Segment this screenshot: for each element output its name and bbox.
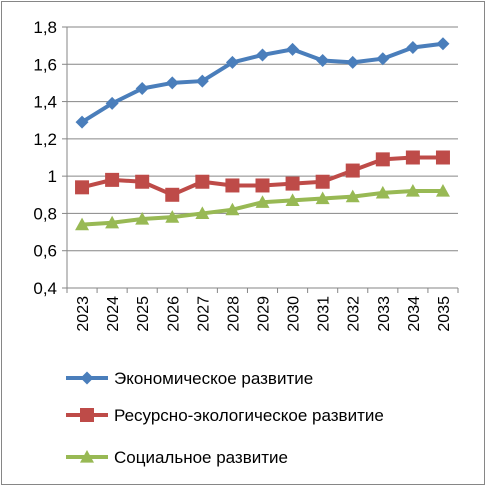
data-point: [405, 184, 420, 197]
x-tick-label: 2032: [346, 296, 363, 332]
series-3: [75, 184, 450, 231]
data-point: [165, 76, 179, 90]
data-point: [105, 215, 120, 229]
legend-marker: [80, 371, 94, 385]
y-tick-label: 0,4: [33, 279, 57, 298]
x-tick-label: 2024: [105, 296, 122, 332]
grid-lines: [62, 26, 458, 289]
y-tick-label: 0,8: [33, 204, 57, 223]
data-point: [406, 41, 420, 55]
series-2: [75, 150, 450, 202]
x-tick-label: 2031: [316, 296, 333, 332]
axes: [66, 27, 458, 289]
data-point: [375, 152, 390, 167]
x-tick-label: 2028: [225, 296, 242, 332]
data-point: [225, 202, 240, 216]
data-point: [195, 74, 209, 88]
data-point: [75, 217, 90, 231]
y-tick-label: 0,6: [33, 242, 57, 261]
data-point: [255, 178, 270, 193]
data-point: [225, 55, 239, 69]
series-1: [75, 37, 450, 129]
data-point: [225, 178, 240, 193]
data-point: [346, 55, 360, 69]
y-tick-label: 1,6: [33, 55, 57, 74]
y-tick-label: 1: [48, 167, 57, 186]
x-tick-labels: 2023 2024 2025 2026 2027 2028 2029 2030 2031 2032…: [66, 288, 459, 332]
data-point: [255, 195, 270, 208]
y-tick-labels: 0,4 0,6 0,8 1 1,2 1,4 1,6 1,8: [33, 18, 57, 298]
data-point: [315, 174, 330, 189]
x-tick-label: 2025: [135, 296, 152, 332]
data-point: [285, 193, 300, 206]
y-tick-label: 1,2: [33, 130, 57, 149]
data-point: [256, 48, 269, 62]
y-tick-label: 1,4: [33, 93, 57, 112]
legend: Экономическое развитие Ресурсно-экологиче…: [66, 369, 384, 467]
data-point: [135, 212, 150, 225]
legend-item-3: Социальное развитие: [66, 448, 288, 467]
y-tick-label: 1,8: [33, 18, 57, 37]
x-tick-label: 2027: [195, 296, 212, 332]
data-point: [435, 150, 450, 165]
legend-item-2: Ресурсно-экологическое развитие: [66, 406, 384, 425]
legend-item-1: Экономическое развитие: [66, 369, 313, 388]
legend-label: Экономическое развитие: [114, 369, 313, 388]
data-point: [105, 172, 120, 187]
data-point: [435, 184, 450, 197]
data-point: [316, 54, 330, 68]
data-point: [315, 191, 330, 205]
data-point: [135, 82, 149, 96]
data-point: [436, 37, 450, 51]
data-point: [105, 96, 119, 110]
data-point: [286, 42, 300, 56]
x-tick-label: 2030: [286, 296, 303, 332]
legend-label: Социальное развитие: [114, 448, 288, 467]
data-point: [165, 210, 180, 223]
data-point: [285, 176, 300, 191]
x-tick-label: 2023: [75, 296, 92, 332]
data-point: [405, 150, 420, 165]
legend-marker: [80, 450, 94, 463]
x-tick-label: 2026: [165, 296, 182, 332]
x-tick-label: 2034: [406, 296, 423, 332]
x-tick-label: 2029: [256, 296, 273, 332]
data-point: [75, 115, 89, 129]
data-point: [345, 189, 360, 203]
data-point: [75, 180, 90, 195]
data-point: [375, 185, 390, 199]
data-point: [376, 52, 390, 66]
data-point: [345, 163, 360, 178]
legend-label: Ресурсно-экологическое развитие: [114, 406, 384, 425]
data-point: [195, 206, 210, 220]
data-point: [195, 174, 210, 189]
series-lines: [75, 37, 450, 231]
x-tick-label: 2033: [376, 296, 393, 332]
x-tick-label: 2035: [436, 296, 453, 332]
data-point: [135, 174, 150, 189]
legend-marker: [80, 408, 94, 422]
data-point: [165, 187, 180, 202]
